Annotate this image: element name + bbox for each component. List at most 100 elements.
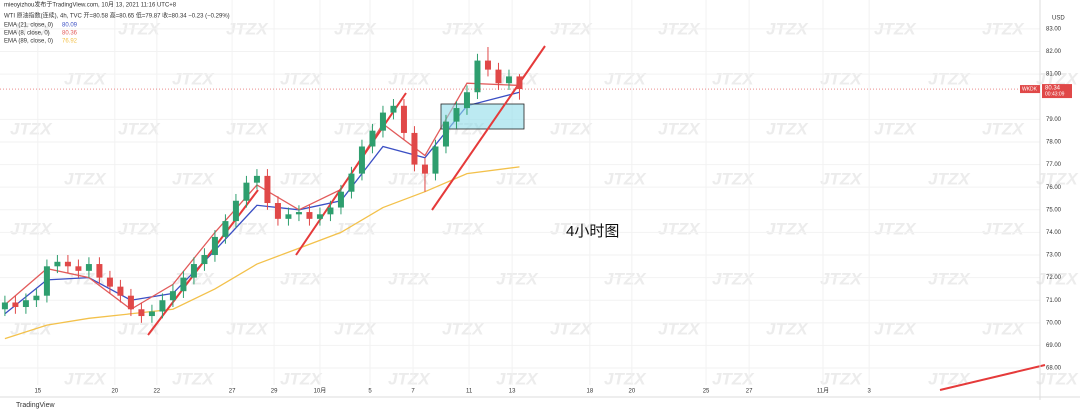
watermark: JTZX: [172, 169, 215, 188]
y-tick-label: 77.00: [1046, 162, 1062, 168]
candle-body: [516, 76, 523, 90]
candle-body: [106, 277, 113, 287]
candle-body: [306, 212, 313, 219]
annotation: 4小时图: [566, 223, 619, 240]
watermark: JTZX: [388, 269, 431, 288]
candle-body: [400, 105, 407, 133]
candle-body: [96, 264, 103, 278]
y-tick-label: 69.00: [1046, 343, 1062, 349]
highlight-box: [440, 103, 525, 130]
x-tick-label: 29: [271, 389, 278, 395]
watermark: JTZX: [604, 369, 647, 388]
x-tick-label: 3: [868, 389, 872, 395]
watermark: JTZX: [496, 269, 539, 288]
candle-body: [75, 266, 82, 271]
watermark: JTZX: [280, 169, 323, 188]
candle-body: [33, 295, 40, 301]
candle-body: [264, 175, 271, 204]
watermark: JTZX: [1036, 69, 1079, 88]
watermark: JTZX: [226, 119, 269, 138]
watermark: JTZX: [766, 119, 809, 138]
x-tick-label: 5: [368, 389, 372, 395]
author-text: mieoyizhou发布于TradingView.com, 10月 13, 20…: [4, 1, 177, 9]
trend-line: [431, 45, 546, 211]
watermark: JTZX: [64, 69, 107, 88]
x-tick-label: 22: [153, 389, 160, 395]
candle-body: [463, 92, 470, 109]
candle-body: [505, 76, 512, 84]
watermark: JTZX: [928, 369, 971, 388]
watermark: JTZX: [604, 69, 647, 88]
watermark: JTZX: [874, 319, 917, 338]
watermark: JTZX: [604, 169, 647, 188]
candle-body: [54, 261, 61, 267]
candle-body: [180, 277, 187, 292]
y-tick-label: 68.00: [1046, 366, 1062, 372]
y-tick-label: 74.00: [1046, 230, 1062, 236]
candle-body: [327, 207, 334, 215]
y-tick-label: 78.00: [1046, 140, 1062, 146]
watermark: JTZX: [1036, 369, 1079, 388]
legend-value: 80.09: [62, 23, 78, 29]
candle-body: [190, 264, 197, 278]
y-tick-label: 70.00: [1046, 320, 1062, 326]
symbol-tag-text: WKDK: [1022, 86, 1038, 92]
watermark: JTZX: [550, 119, 593, 138]
watermark: JTZX: [496, 369, 539, 388]
watermark: JTZX: [226, 319, 269, 338]
candle-body: [337, 191, 344, 208]
watermark: JTZX: [820, 369, 863, 388]
y-tick-label: 79.00: [1046, 117, 1062, 123]
watermark: JTZX: [10, 119, 53, 138]
candle-body: [358, 146, 365, 174]
candle-body: [253, 175, 260, 183]
watermark: JTZX: [550, 219, 593, 238]
candle-body: [148, 311, 155, 317]
watermark: JTZX: [658, 119, 701, 138]
watermark: JTZX: [766, 219, 809, 238]
watermark: JTZX: [658, 319, 701, 338]
watermark: JTZX: [982, 219, 1025, 238]
watermark: JTZX: [496, 169, 539, 188]
x-tick-label: 27: [746, 389, 753, 395]
watermark: JTZX: [982, 119, 1025, 138]
candle-body: [495, 69, 502, 84]
watermark: JTZX: [550, 319, 593, 338]
price-tag: [1042, 84, 1072, 99]
candle-body: [201, 255, 208, 265]
legend-value: 80.36: [62, 31, 78, 37]
candle-body: [1, 302, 8, 310]
trend-line: [939, 364, 1046, 391]
x-tick-label: 25: [703, 389, 710, 395]
candle-body: [484, 60, 491, 70]
watermark: JTZX: [226, 219, 269, 238]
watermark: JTZX: [712, 169, 755, 188]
watermark: JTZX: [928, 69, 971, 88]
watermark: JTZX: [64, 369, 107, 388]
watermark: JTZX: [118, 119, 161, 138]
watermark: JTZX: [928, 169, 971, 188]
legend-name: EMA (21, close, 0): [4, 23, 53, 29]
candle-body: [442, 121, 449, 147]
legend-name: EMA (89, close, 0): [4, 39, 53, 45]
x-tick-label: 20: [111, 389, 118, 395]
watermark: JTZX: [172, 369, 215, 388]
candle-body: [432, 146, 439, 174]
y-tick-label: 76.00: [1046, 185, 1062, 191]
candle-body: [169, 291, 176, 301]
watermark: JTZX: [604, 269, 647, 288]
watermark: JTZX: [820, 169, 863, 188]
candle-body: [474, 60, 481, 93]
candle-body: [85, 264, 92, 271]
x-tick-label: 7: [411, 389, 415, 395]
candle-body: [12, 302, 19, 308]
watermark: JTZX: [334, 119, 377, 138]
candle-body: [369, 130, 376, 147]
watermark: JTZX: [64, 169, 107, 188]
watermark: JTZX: [1036, 269, 1079, 288]
candle-body: [222, 221, 229, 237]
watermark: JTZX: [334, 219, 377, 238]
candle-body: [127, 295, 134, 310]
